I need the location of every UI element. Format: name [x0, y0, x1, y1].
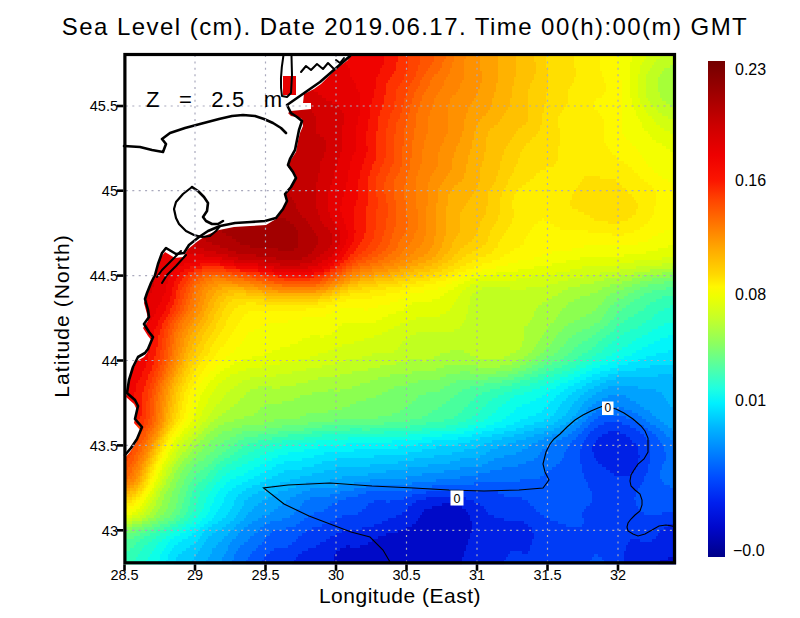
svg-text:30: 30	[328, 567, 344, 583]
svg-text:32: 32	[610, 567, 626, 583]
svg-text:43.5: 43.5	[90, 438, 118, 454]
svg-text:0: 0	[454, 492, 461, 506]
svg-text:0.08: 0.08	[735, 286, 766, 303]
svg-text:44.5: 44.5	[90, 268, 118, 284]
svg-text:0.01: 0.01	[735, 392, 766, 409]
svg-text:29: 29	[187, 567, 203, 583]
svg-text:28.5: 28.5	[110, 567, 138, 583]
svg-text:31.5: 31.5	[533, 567, 561, 583]
svg-text:−0.0: −0.0	[733, 542, 765, 559]
svg-text:29.5: 29.5	[251, 567, 279, 583]
svg-text:Z = 2.5 m: Z = 2.5 m	[146, 87, 283, 112]
svg-text:0.16: 0.16	[735, 172, 766, 189]
svg-text:45.5: 45.5	[90, 98, 118, 114]
svg-text:44: 44	[102, 353, 118, 369]
svg-text:45: 45	[102, 183, 118, 199]
svg-text:0: 0	[604, 401, 611, 415]
svg-text:31: 31	[469, 567, 485, 583]
svg-text:Latitude (North): Latitude (North)	[50, 234, 73, 398]
svg-text:43: 43	[102, 523, 118, 539]
svg-text:Longitude (East): Longitude (East)	[319, 584, 481, 607]
svg-text:Sea Level (cm). Date 2019.06.1: Sea Level (cm). Date 2019.06.17. Time 00…	[62, 13, 748, 40]
svg-text:30.5: 30.5	[392, 567, 420, 583]
svg-text:0.23: 0.23	[735, 61, 766, 78]
